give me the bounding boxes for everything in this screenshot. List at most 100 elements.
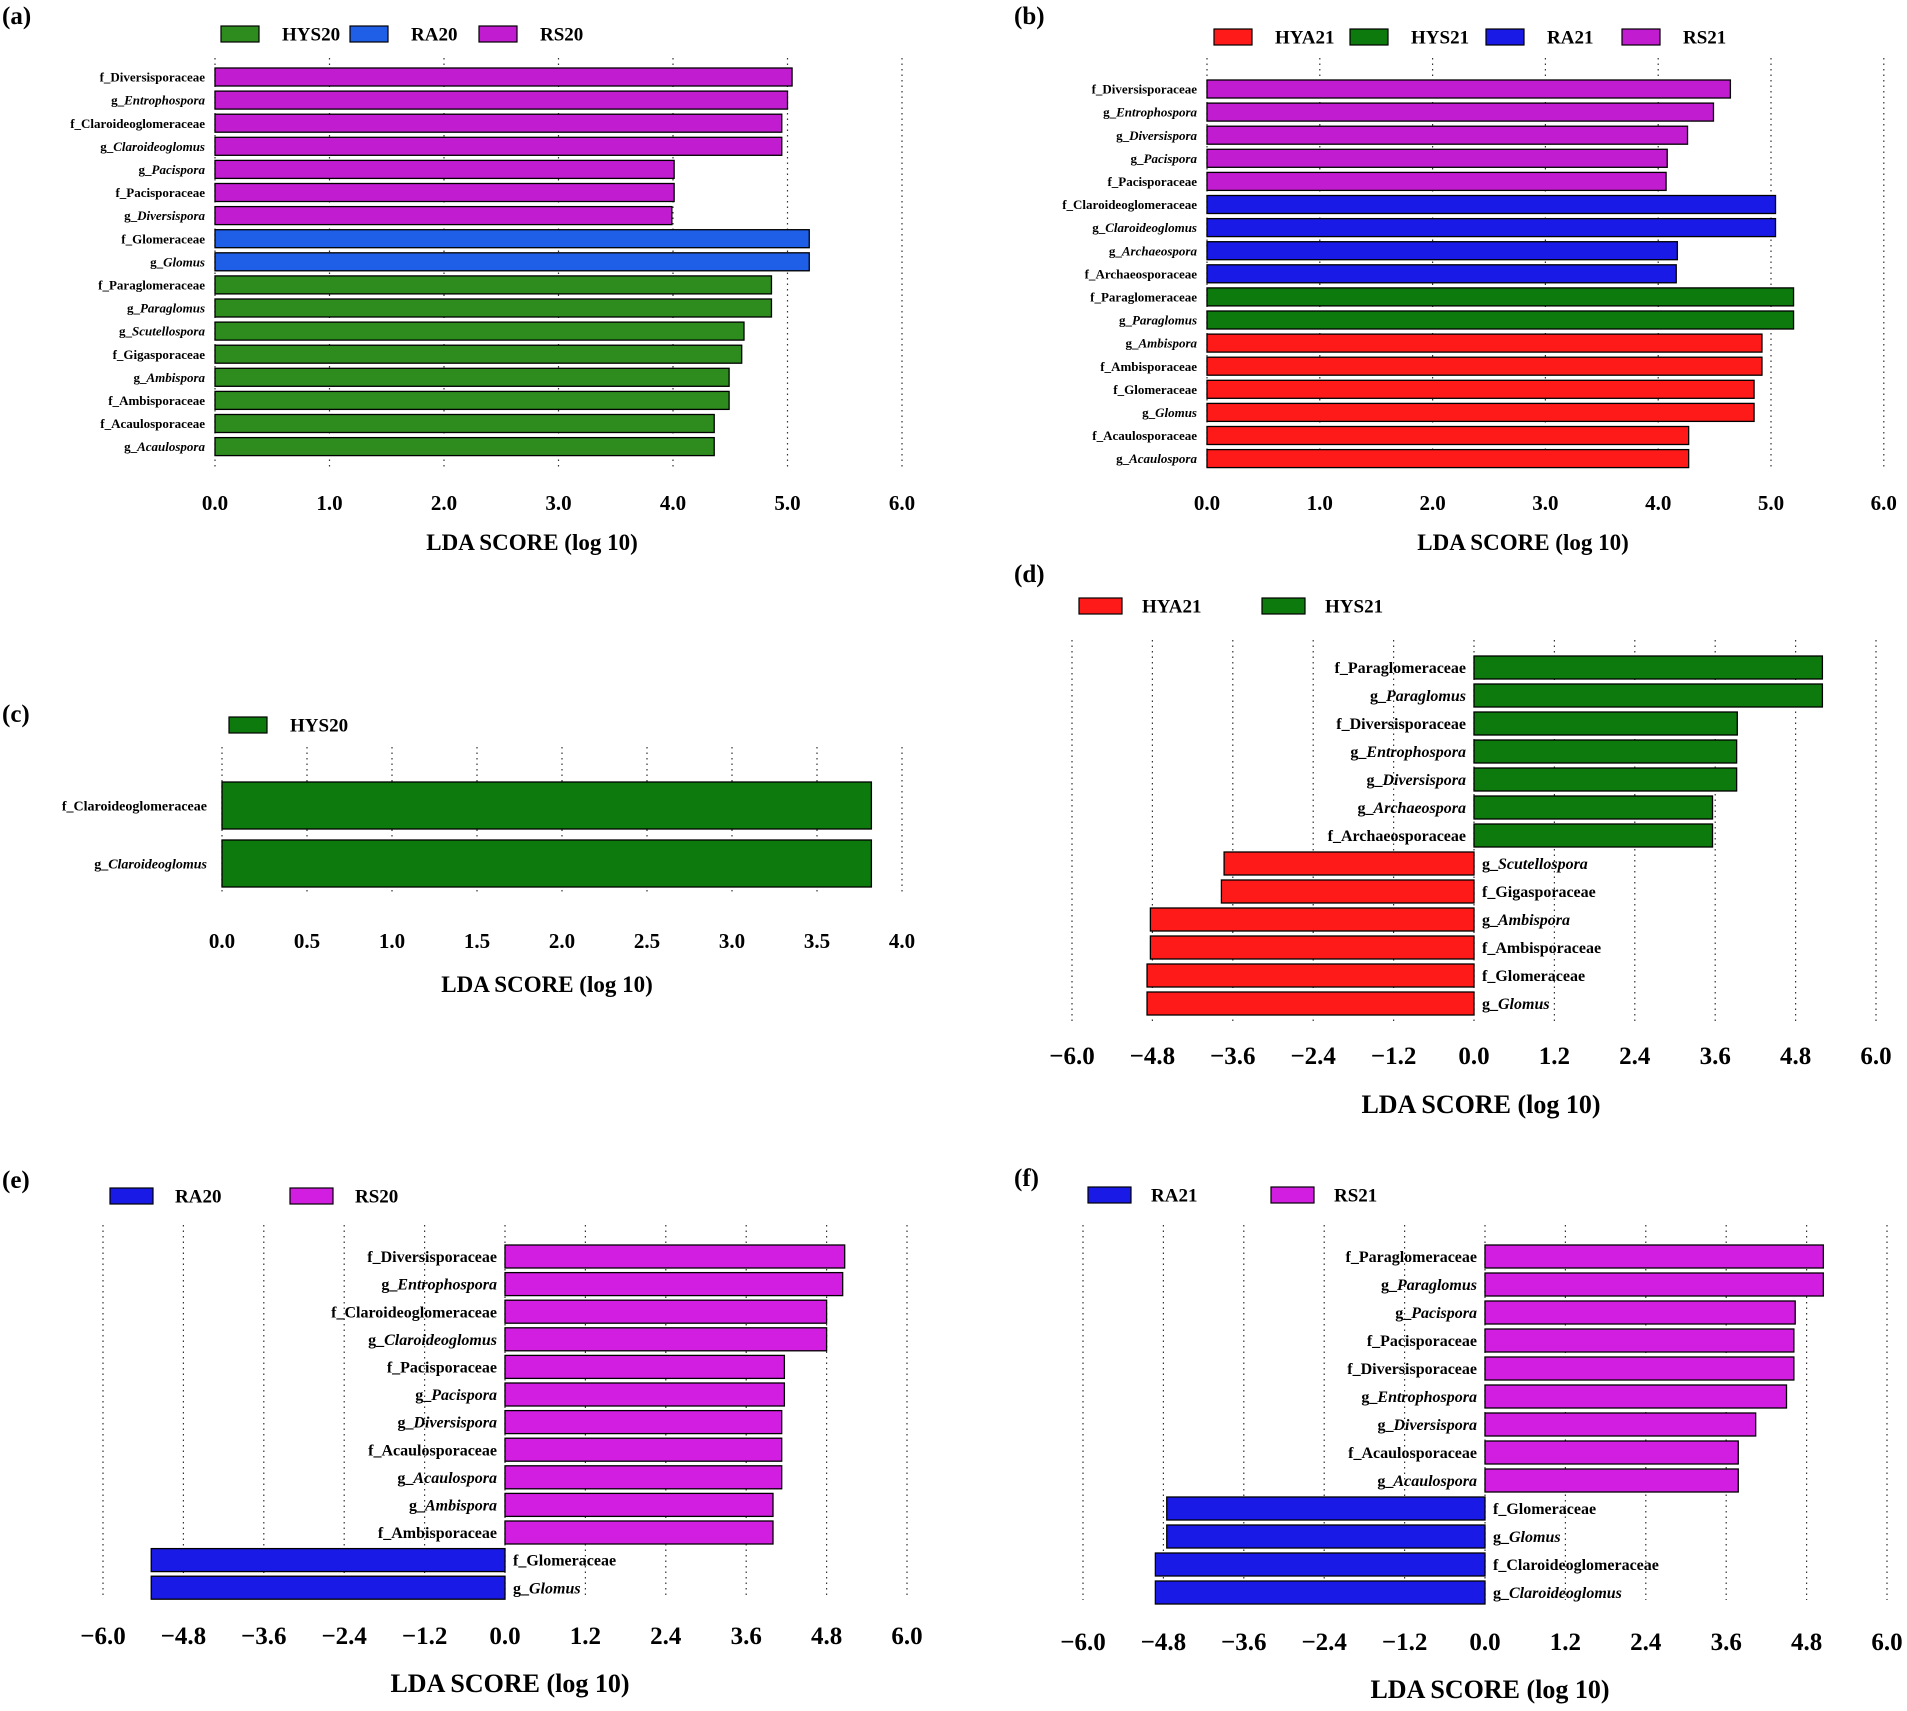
legend-label-HYS20: HYS20	[290, 716, 348, 737]
bar-label: g_Entrophospora	[1361, 1389, 1477, 1406]
bar-label: g_Entrophospora	[111, 93, 205, 108]
bar-f_Claroideoglomeraceae	[221, 781, 873, 830]
bar-label: f_Ambisporaceae	[1482, 940, 1601, 957]
bar-label-name: Claroideoglomus	[1509, 1585, 1622, 1602]
legend-label-HYS21: HYS21	[1325, 597, 1383, 618]
bar-f_Gigasporaceae	[1220, 879, 1475, 904]
bar-g_Claroideoglomus	[221, 839, 873, 888]
bar-g_Acaulospora	[214, 436, 715, 457]
bar-label: g_Diversispora	[1377, 1417, 1477, 1434]
bar-label: g_Entrophospora	[1350, 744, 1466, 761]
bar-label-name: Claroideoglomus	[113, 139, 205, 154]
bar-label-prefix: g_	[1482, 912, 1499, 929]
legend-label-RS21: RS21	[1334, 1186, 1377, 1207]
bar-label: f_Paraglomeraceae	[1335, 660, 1466, 677]
bar-label: g_Glomus	[1482, 996, 1550, 1013]
x-axis-title: LDA SCORE (log 10)	[390, 1669, 629, 1698]
x-tick-label: −1.2	[1371, 1043, 1417, 1070]
bar-g_Diversispora	[1484, 1412, 1757, 1437]
x-tick-label: 2.4	[1630, 1629, 1662, 1656]
bar-label-prefix: g_	[1370, 688, 1387, 705]
bar-g_Glomus	[214, 252, 810, 272]
legend-swatch-RS20	[478, 25, 518, 43]
x-tick-label: 2.0	[1419, 491, 1445, 515]
bar-label: f_Archaeosporaceae	[1328, 828, 1466, 845]
bar-label-name: Glomeraceae	[1495, 968, 1585, 985]
bar-label: g_Acaulospora	[1116, 451, 1197, 466]
bar-label-prefix: g_	[1482, 996, 1499, 1013]
legend-swatch-HYS20	[228, 716, 268, 734]
bar-label-prefix: f_	[1367, 1333, 1381, 1350]
panel-d: (d)HYA21 HYS21f_Paraglomeraceaeg_Paraglom…	[1014, 561, 1892, 1119]
x-tick-label: 1.2	[1550, 1629, 1581, 1656]
bar-f_Glomeraceae	[1146, 963, 1475, 988]
bar-label: f_Diversisporaceae	[1347, 1361, 1477, 1378]
x-tick-label: −4.8	[1141, 1629, 1187, 1656]
bar-g_Claroideoglomus	[1154, 1580, 1486, 1605]
bar-g_Diversispora	[504, 1409, 783, 1435]
panel-a: (a)HYS20 RA20 RS20f_Diversisporaceaeg_Entr…	[2, 3, 915, 555]
bar-label-prefix: g_	[1131, 151, 1145, 166]
legend-swatch-RA21	[1485, 28, 1525, 46]
bar-label-prefix: f_	[98, 277, 109, 292]
bar-label: f_Pacisporaceae	[1107, 174, 1197, 189]
bar-label: f_Acaulosporaceae	[1348, 1445, 1477, 1462]
bar-label-name: Paraglomus	[1396, 1277, 1477, 1294]
bar-f_Diversisporaceae	[504, 1244, 846, 1269]
bar-label: f_Diversisporaceae	[100, 70, 206, 85]
bar-label: f_Acaulosporaceae	[368, 1442, 497, 1459]
bar-label-name: Diversisporaceae	[1102, 82, 1197, 97]
x-axis-title: LDA SCORE (log 10)	[1361, 1090, 1600, 1119]
panel-e: (e)RA20 RS20f_Diversisporaceaeg_Entrophos…	[2, 1167, 923, 1698]
bar-label-name: Diversispora	[412, 1415, 497, 1432]
x-tick-label: −2.4	[1301, 1629, 1347, 1656]
bar-f_Ambisporaceae	[214, 390, 730, 411]
bar-g_Claroideoglomus	[1206, 217, 1777, 238]
legend: RA20 RS20	[109, 1187, 398, 1208]
bar-label-name: Claroideoglomus	[1105, 220, 1197, 235]
bar-label-name: Pacispora	[152, 162, 206, 177]
bar-f_Ambisporaceae	[504, 1520, 774, 1545]
legend-label-RA20: RA20	[175, 1187, 221, 1208]
bar-label-prefix: g_	[1482, 856, 1499, 873]
bar-label-prefix: f_	[1346, 1249, 1360, 1266]
bar-label: f_Claroideoglomeraceae	[1493, 1557, 1659, 1574]
x-tick-label: −2.4	[1290, 1043, 1336, 1070]
x-tick-label: 0.5	[294, 929, 320, 953]
legend-label-HYA21: HYA21	[1275, 28, 1334, 49]
bar-label-name: Glomus	[1155, 405, 1197, 420]
bar-label-prefix: g_	[150, 254, 164, 269]
bar-f_Acaulosporaceae	[504, 1437, 783, 1462]
legend-label-RA21: RA21	[1547, 28, 1593, 49]
legend-swatch-RA20	[109, 1187, 154, 1205]
panel-f: (f)RA21 RS21f_Paraglomeraceaeg_Paraglomus…	[1014, 1165, 1903, 1704]
bar-g_Archaeospora	[1473, 795, 1714, 820]
x-tick-label: −6.0	[80, 1623, 126, 1650]
bar-label-prefix: f_	[115, 185, 126, 200]
x-tick-label: 6.0	[1871, 1629, 1902, 1656]
bar-f_Archaeosporaceae	[1206, 264, 1677, 284]
bar-label-name: Scutellospora	[1498, 856, 1588, 873]
legend-label-RS21: RS21	[1683, 28, 1726, 49]
legend-label-RS20: RS20	[355, 1187, 398, 1208]
bar-label: f_Glomeraceae	[1113, 382, 1197, 397]
bar-label-prefix: g_	[1092, 220, 1106, 235]
bar-label-name: Ambispora	[145, 370, 205, 385]
bar-label-prefix: f_	[1482, 968, 1496, 985]
bar-label-prefix: f_	[1090, 289, 1101, 304]
bar-label: g_Paraglomus	[1370, 688, 1466, 705]
bar-label-prefix: g_	[1381, 1277, 1398, 1294]
bar-label-name: Claroideoglomeraceae	[344, 1304, 497, 1321]
bar-label-name: Archaeosporaceae	[1341, 828, 1466, 845]
bar-label: g_Claroideoglomus	[1493, 1585, 1622, 1602]
bar-label-name: Pacispora	[1144, 151, 1198, 166]
bar-f_Diversisporaceae	[1473, 711, 1738, 736]
bar-label-prefix: f_	[108, 393, 119, 408]
bar-label: f_Archaeosporaceae	[1085, 266, 1198, 281]
bar-label-name: Pacispora	[430, 1387, 497, 1404]
bar-label-name: Claroideoglomus	[384, 1332, 497, 1349]
x-tick-label: 5.0	[1758, 491, 1784, 515]
x-tick-label: −2.4	[321, 1623, 367, 1650]
x-tick-label: 6.0	[889, 491, 915, 515]
bar-f_Ambisporaceae	[1149, 935, 1475, 960]
